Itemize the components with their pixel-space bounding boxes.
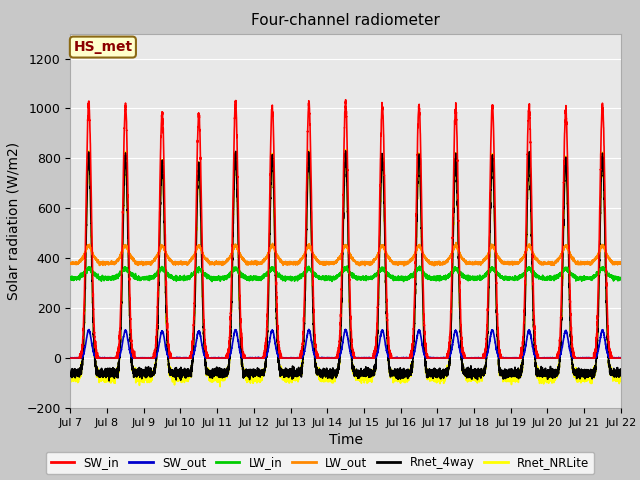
Legend: SW_in, SW_out, LW_in, LW_out, Rnet_4way, Rnet_NRLite: SW_in, SW_out, LW_in, LW_out, Rnet_4way,… [46,452,594,474]
Y-axis label: Solar radiation (W/m2): Solar radiation (W/m2) [7,142,20,300]
X-axis label: Time: Time [328,433,363,447]
Title: Four-channel radiometer: Four-channel radiometer [251,13,440,28]
Text: HS_met: HS_met [74,40,132,54]
